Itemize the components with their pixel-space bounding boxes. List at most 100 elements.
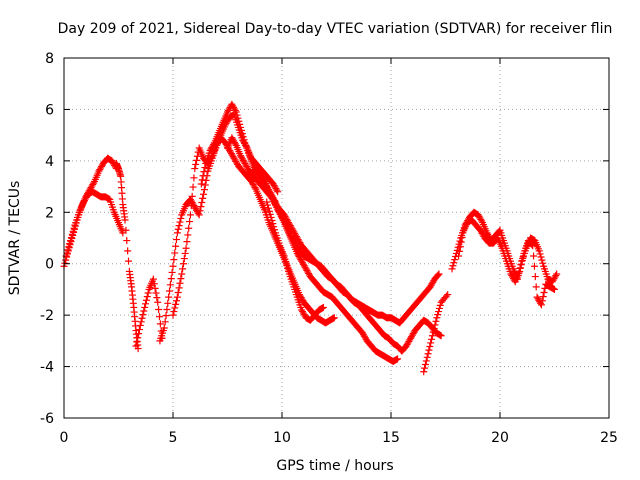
data-point bbox=[451, 256, 459, 264]
data-point bbox=[537, 253, 545, 261]
y-tick-label: -6 bbox=[40, 411, 54, 427]
data-point bbox=[61, 259, 69, 267]
data-point bbox=[420, 368, 428, 376]
data-point bbox=[140, 307, 148, 315]
data-point bbox=[422, 357, 430, 365]
data-point bbox=[330, 314, 338, 322]
chart-title: Day 209 of 2021, Sidereal Day-to-day VTE… bbox=[58, 21, 613, 37]
data-point bbox=[197, 180, 205, 188]
data-point bbox=[458, 233, 466, 241]
data-point bbox=[537, 301, 545, 309]
data-point bbox=[177, 214, 185, 222]
grid bbox=[64, 58, 609, 418]
data-point bbox=[200, 186, 208, 194]
data-point bbox=[264, 204, 272, 212]
data-point bbox=[266, 210, 274, 218]
data-point bbox=[68, 230, 76, 238]
data-point bbox=[210, 140, 218, 148]
data-point bbox=[177, 275, 185, 283]
data-point bbox=[178, 270, 186, 278]
data-point bbox=[171, 304, 179, 312]
x-tick-labels: 0 5 10 15 20 25 bbox=[60, 430, 618, 446]
data-point bbox=[161, 318, 169, 326]
data-point bbox=[172, 242, 180, 250]
data-point bbox=[186, 211, 194, 219]
data-point bbox=[433, 314, 441, 322]
data-point bbox=[164, 299, 172, 307]
data-point bbox=[234, 114, 242, 122]
data-point bbox=[134, 334, 142, 342]
data-point bbox=[182, 244, 190, 252]
data-point bbox=[196, 207, 204, 215]
data-point bbox=[168, 268, 176, 276]
data-point bbox=[237, 127, 245, 135]
data-point bbox=[70, 224, 78, 232]
data-point bbox=[198, 176, 206, 184]
data-point bbox=[156, 320, 164, 328]
data-point bbox=[425, 346, 433, 354]
data-point bbox=[538, 297, 546, 305]
data-point bbox=[183, 238, 191, 246]
data-point bbox=[434, 311, 442, 319]
data-point bbox=[517, 260, 525, 268]
data-point bbox=[123, 237, 131, 245]
data-point bbox=[66, 240, 74, 248]
data-point bbox=[201, 181, 209, 189]
data-point bbox=[423, 353, 431, 361]
data-point bbox=[185, 224, 193, 232]
data-point bbox=[448, 265, 456, 273]
data-point bbox=[176, 218, 184, 226]
data-point bbox=[186, 218, 194, 226]
data-point bbox=[201, 164, 209, 172]
data-point bbox=[200, 190, 208, 198]
data-point bbox=[552, 272, 560, 280]
data-point bbox=[233, 111, 241, 119]
data-point bbox=[162, 312, 170, 320]
data-point bbox=[169, 311, 177, 319]
x-tick-label: 0 bbox=[60, 430, 69, 446]
data-point bbox=[450, 259, 458, 267]
data-point bbox=[172, 236, 180, 244]
data-point bbox=[65, 243, 73, 251]
data-point bbox=[160, 324, 168, 332]
data-point bbox=[137, 318, 145, 326]
data-point bbox=[133, 338, 141, 346]
data-point bbox=[444, 291, 452, 299]
data-point bbox=[195, 211, 203, 219]
data-point bbox=[528, 241, 536, 249]
data-point bbox=[135, 330, 143, 338]
data-point bbox=[139, 311, 147, 319]
data-point bbox=[64, 246, 72, 254]
data-point bbox=[434, 271, 442, 279]
data-point bbox=[175, 284, 183, 292]
data-point bbox=[421, 364, 429, 372]
data-point bbox=[518, 257, 526, 265]
data-point bbox=[531, 273, 539, 281]
y-axis-label: SDTVAR / TECUs bbox=[7, 181, 23, 296]
data-point bbox=[237, 123, 245, 131]
data-point bbox=[455, 252, 463, 260]
data-point bbox=[263, 198, 271, 206]
y-tick-label: 2 bbox=[45, 205, 54, 221]
data-point bbox=[67, 233, 75, 241]
x-tick-label: 5 bbox=[169, 430, 178, 446]
data-point bbox=[516, 264, 524, 272]
data-point bbox=[192, 160, 200, 168]
y-tick-label: 4 bbox=[45, 154, 54, 170]
x-axis-label: GPS time / hours bbox=[276, 458, 393, 474]
data-point bbox=[421, 361, 429, 369]
data-point bbox=[144, 289, 152, 297]
data-point bbox=[174, 289, 182, 297]
data-point bbox=[267, 213, 275, 221]
data-point bbox=[273, 186, 281, 194]
data-point bbox=[191, 165, 199, 173]
data-point bbox=[187, 202, 195, 210]
data-point bbox=[265, 207, 273, 215]
data-point bbox=[166, 287, 174, 295]
data-point bbox=[173, 229, 181, 237]
data-point bbox=[90, 179, 98, 187]
data-point bbox=[536, 250, 544, 258]
y-tick-label: 6 bbox=[45, 102, 54, 118]
data-point bbox=[231, 106, 239, 114]
data-point bbox=[281, 255, 289, 263]
